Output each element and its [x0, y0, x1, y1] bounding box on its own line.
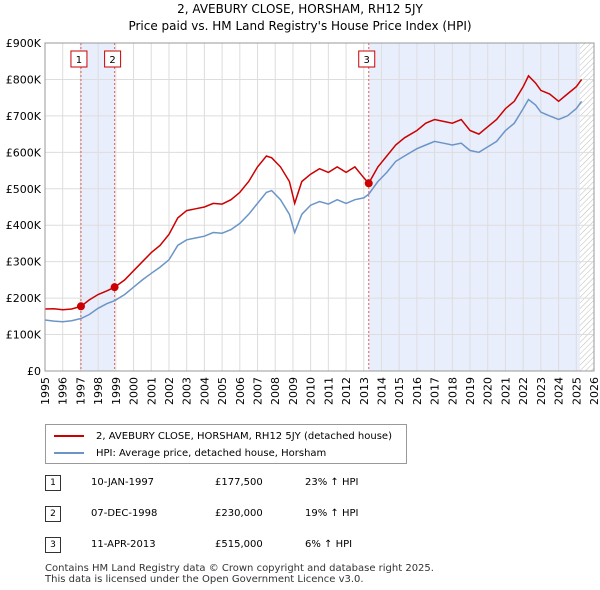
- x-tick-label: 2011: [322, 377, 335, 405]
- transaction-number: 1: [45, 475, 61, 491]
- transaction-price: £515,000: [215, 539, 263, 550]
- footer: Contains HM Land Registry data © Crown c…: [45, 563, 434, 585]
- legend-label-hpi: HPI: Average price, detached house, Hors…: [96, 447, 327, 459]
- x-tick-label: 1997: [74, 377, 87, 405]
- x-tick-label: 1998: [92, 377, 105, 405]
- x-tick-label: 2005: [216, 377, 229, 405]
- transaction-hpi: 19% ↑ HPI: [305, 508, 359, 519]
- hatched-region: [579, 43, 594, 371]
- y-tick-label: £100K: [6, 329, 42, 342]
- x-tick-label: 2017: [429, 377, 442, 405]
- y-tick-label: £800K: [6, 73, 42, 86]
- chart-title: 2, AVEBURY CLOSE, HORSHAM, RH12 5JY: [177, 2, 423, 16]
- marker-label-box: [104, 50, 122, 68]
- x-tick-label: 2022: [517, 377, 530, 405]
- y-tick-label: £200K: [6, 292, 42, 305]
- hpi-series-line: [44, 98, 583, 323]
- x-tick-label: 2021: [499, 377, 512, 405]
- x-tick-label: 2009: [287, 377, 300, 405]
- x-tick-label: 2026: [588, 377, 600, 405]
- legend-swatch-property: [54, 435, 84, 437]
- x-tick-label: 2004: [198, 377, 211, 405]
- x-tick-label: 2025: [570, 377, 583, 405]
- footer-copyright: Contains HM Land Registry data © Crown c…: [45, 563, 434, 574]
- x-tick-label: 2016: [411, 377, 424, 405]
- x-tick-label: 2007: [252, 377, 265, 405]
- x-tick-label: 2023: [535, 377, 548, 405]
- x-tick-label: 2010: [305, 377, 318, 405]
- x-tick-label: 2018: [446, 377, 459, 405]
- transaction-row: 1 10-JAN-1997 £177,500 23% ↑ HPI: [45, 475, 465, 493]
- x-tick-label: 2014: [375, 377, 388, 405]
- marker-label-box: [358, 50, 376, 68]
- marker-label: 3: [364, 55, 370, 66]
- transaction-number: 2: [45, 506, 61, 522]
- transaction-hpi: 23% ↑ HPI: [305, 477, 359, 488]
- transaction-date: 07-DEC-1998: [91, 508, 158, 519]
- x-tick-label: 2000: [128, 377, 141, 405]
- marker-label: 2: [109, 55, 115, 66]
- transaction-date: 10-JAN-1997: [91, 477, 155, 488]
- x-tick-label: 1995: [39, 377, 52, 405]
- legend-swatch-hpi: [54, 452, 84, 454]
- legend: 2, AVEBURY CLOSE, HORSHAM, RH12 5JY (det…: [45, 424, 407, 464]
- y-tick-label: £500K: [6, 183, 42, 196]
- x-tick-label: 2012: [340, 377, 353, 405]
- plot-border: [44, 42, 595, 372]
- y-tick-label: £0: [27, 365, 41, 378]
- x-tick-label: 2003: [181, 377, 194, 405]
- transaction-number: 3: [45, 537, 61, 553]
- transaction-date: 11-APR-2013: [91, 539, 156, 550]
- price-chart: 1 2 3 £0 £100K £200K £300K £400K £500K £600K £700K…: [6, 37, 600, 405]
- property-series-line: [44, 74, 583, 311]
- y-tick-label: £700K: [6, 110, 42, 123]
- sale-point: [110, 283, 119, 292]
- chart-subtitle: Price paid vs. HM Land Registry's House …: [128, 19, 472, 33]
- y-tick-label: £300K: [6, 256, 42, 269]
- x-tick-label: 1996: [57, 377, 70, 405]
- x-tick-label: 2024: [553, 377, 566, 405]
- marker-label: 1: [76, 55, 82, 66]
- sale-point: [76, 302, 85, 311]
- x-tick-label: 2008: [269, 377, 282, 405]
- x-tick-label: 2002: [163, 377, 176, 405]
- sale-point: [364, 179, 373, 188]
- legend-item-hpi: HPI: Average price, detached house, Hors…: [54, 446, 326, 460]
- transaction-price: £177,500: [215, 477, 263, 488]
- y-tick-label: £900K: [6, 37, 42, 50]
- legend-item-property: 2, AVEBURY CLOSE, HORSHAM, RH12 5JY (det…: [54, 429, 392, 443]
- marker-label-box: [70, 50, 88, 68]
- x-tick-label: 1999: [110, 377, 123, 405]
- x-tick-label: 2015: [393, 377, 406, 405]
- x-tick-label: 2019: [464, 377, 477, 405]
- x-tick-label: 2006: [234, 377, 247, 405]
- x-tick-label: 2020: [482, 377, 495, 405]
- y-tick-label: £400K: [6, 219, 42, 232]
- x-tick-label: 2001: [145, 377, 158, 405]
- footer-license: This data is licensed under the Open Gov…: [45, 574, 364, 585]
- y-tick-label: £600K: [6, 146, 42, 159]
- transaction-row: 3 11-APR-2013 £515,000 6% ↑ HPI: [45, 537, 465, 555]
- legend-label-property: 2, AVEBURY CLOSE, HORSHAM, RH12 5JY (det…: [96, 430, 392, 442]
- transaction-price: £230,000: [215, 508, 263, 519]
- transaction-hpi: 6% ↑ HPI: [305, 539, 353, 550]
- shaded-region: [368, 43, 580, 371]
- x-tick-label: 2013: [358, 377, 371, 405]
- transaction-row: 2 07-DEC-1998 £230,000 19% ↑ HPI: [45, 506, 465, 524]
